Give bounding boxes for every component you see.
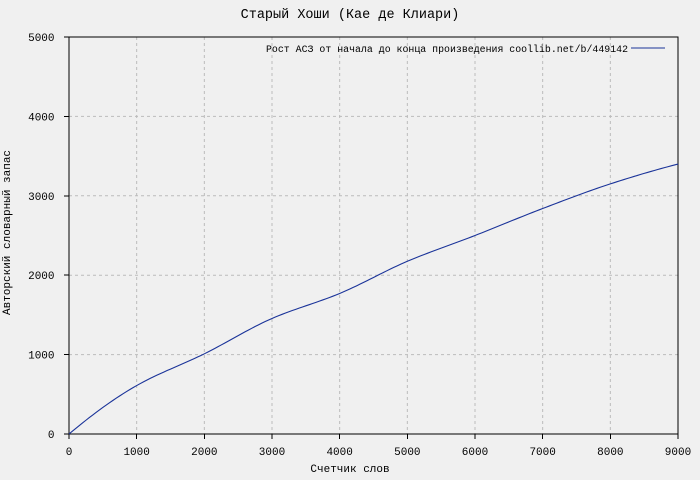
svg-text:0: 0 — [66, 447, 73, 459]
svg-text:7000: 7000 — [529, 447, 555, 459]
svg-text:0: 0 — [48, 430, 55, 442]
svg-text:5000: 5000 — [28, 33, 54, 45]
svg-text:8000: 8000 — [597, 447, 623, 459]
svg-text:3000: 3000 — [259, 447, 285, 459]
svg-text:4000: 4000 — [28, 112, 54, 124]
svg-text:6000: 6000 — [462, 447, 488, 459]
svg-text:4000: 4000 — [326, 447, 352, 459]
svg-text:9000: 9000 — [665, 447, 691, 459]
svg-text:5000: 5000 — [394, 447, 420, 459]
svg-text:1000: 1000 — [123, 447, 149, 459]
svg-text:1000: 1000 — [28, 351, 54, 363]
svg-text:2000: 2000 — [28, 271, 54, 283]
svg-text:3000: 3000 — [28, 192, 54, 204]
svg-text:2000: 2000 — [191, 447, 217, 459]
svg-text:Рост АСЗ от начала до конца пр: Рост АСЗ от начала до конца произведения… — [266, 44, 628, 56]
